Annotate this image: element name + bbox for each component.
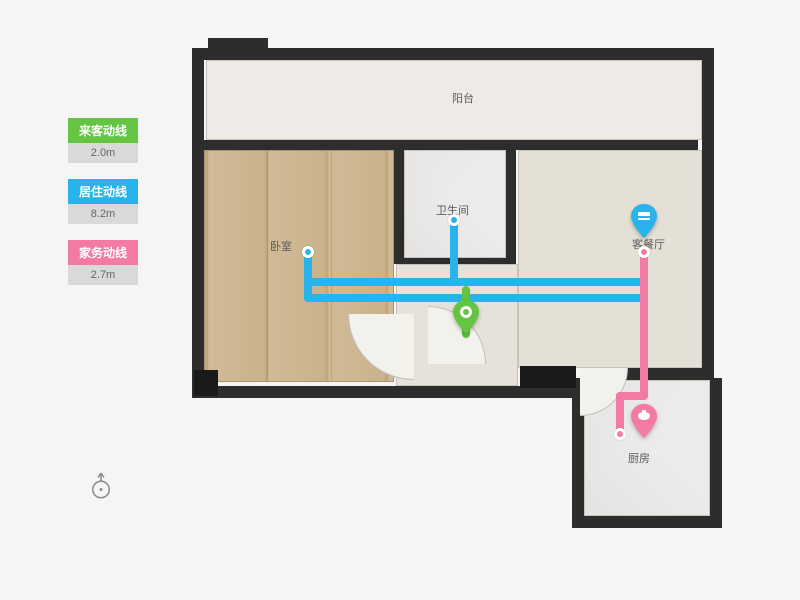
room-label-balcony: 阳台 <box>452 90 474 106</box>
legend-value: 2.0m <box>68 143 138 163</box>
room-living <box>518 150 702 368</box>
wall <box>710 378 722 528</box>
room-label-kitchen: 厨房 <box>628 450 650 466</box>
legend-item-chore: 家务动线 2.7m <box>68 240 138 285</box>
structure-block <box>520 366 576 388</box>
legend-item-guest: 来客动线 2.0m <box>68 118 138 163</box>
wall <box>192 48 204 398</box>
pin-chore-icon <box>631 404 657 438</box>
legend: 来客动线 2.0m 居住动线 8.2m 家务动线 2.7m <box>68 118 138 301</box>
wall <box>192 48 714 60</box>
wall <box>192 140 698 150</box>
path-node <box>614 428 626 440</box>
compass-icon <box>86 473 116 503</box>
path-node <box>302 246 314 258</box>
legend-label: 家务动线 <box>68 240 138 265</box>
path-chore <box>640 250 648 400</box>
wall <box>208 38 220 56</box>
path-resident <box>450 218 458 286</box>
path-node <box>638 246 650 258</box>
legend-value: 8.2m <box>68 204 138 224</box>
legend-label: 居住动线 <box>68 179 138 204</box>
wall <box>506 146 516 264</box>
path-node <box>448 214 460 226</box>
wall <box>394 146 404 264</box>
legend-label: 来客动线 <box>68 118 138 143</box>
wall <box>572 516 722 528</box>
pin-resident-icon <box>631 204 657 238</box>
path-resident <box>304 278 648 286</box>
floorplan: 阳台 卧室 卫生间 客餐厅 厨房 <box>192 38 722 558</box>
structure-block <box>194 370 218 396</box>
wall <box>702 48 714 378</box>
room-label-bedroom: 卧室 <box>270 238 292 254</box>
legend-value: 2.7m <box>68 265 138 285</box>
pin-guest-icon <box>453 300 479 334</box>
legend-item-resident: 居住动线 8.2m <box>68 179 138 224</box>
